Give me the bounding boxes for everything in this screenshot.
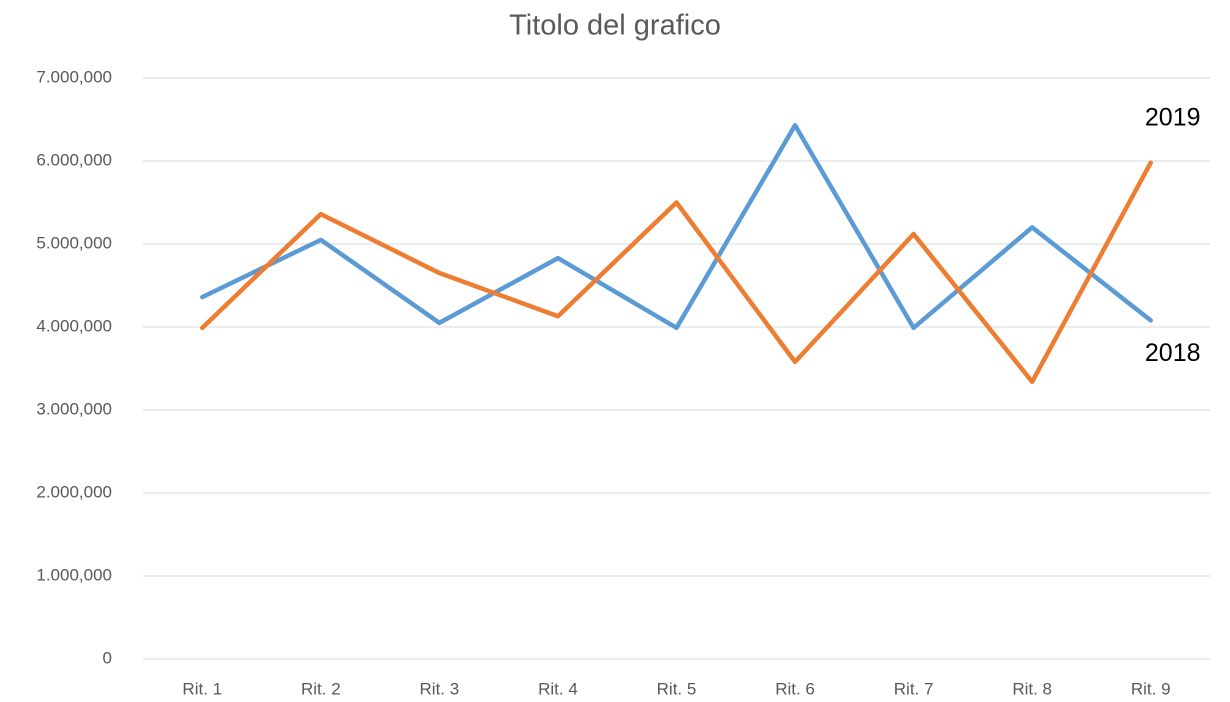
x-tick-label: Rit. 2 (301, 679, 341, 698)
y-tick-label: 3.000,000 (36, 399, 112, 418)
x-tick-label: Rit. 5 (657, 679, 697, 698)
x-tick-label: Rit. 6 (775, 679, 815, 698)
series-label: 2019 (1145, 103, 1201, 131)
y-tick-label: 6.000,000 (36, 150, 112, 169)
series-label: 2018 (1145, 339, 1201, 367)
series-line (200, 160, 1153, 385)
series-line (200, 123, 1153, 331)
y-tick-label: 7.000,000 (36, 67, 112, 86)
y-tick-label: 1.000,000 (36, 565, 112, 584)
y-tick-label: 4.000,000 (36, 316, 112, 335)
y-tick-label: 2.000,000 (36, 482, 112, 501)
y-tick-label: 0 (103, 648, 112, 667)
x-tick-label: Rit. 3 (420, 679, 460, 698)
y-tick-label: 5.000,000 (36, 233, 112, 252)
x-tick-label: Rit. 7 (894, 679, 934, 698)
x-tick-label: Rit. 9 (1131, 679, 1171, 698)
x-tick-label: Rit. 1 (182, 679, 222, 698)
chart-title: Titolo del grafico (509, 10, 721, 42)
x-tick-label: Rit. 8 (1012, 679, 1052, 698)
x-tick-label: Rit. 4 (538, 679, 578, 698)
